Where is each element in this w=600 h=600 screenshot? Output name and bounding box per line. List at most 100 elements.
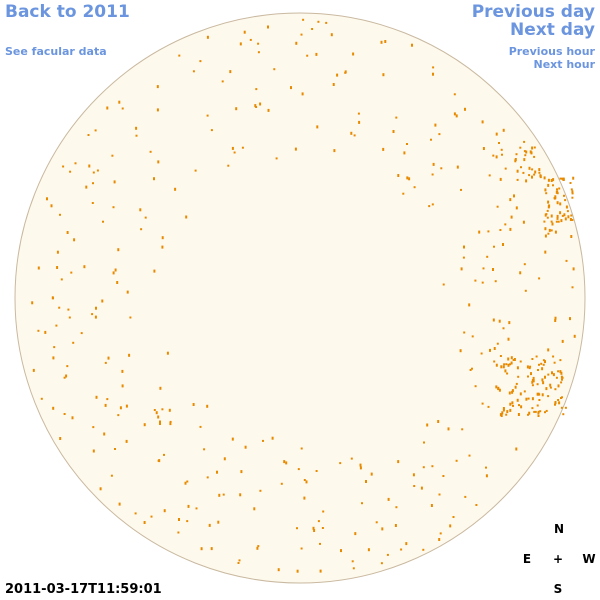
- facula: [239, 42, 242, 46]
- facula: [106, 398, 109, 401]
- facula: [169, 420, 172, 423]
- previous-hour-link[interactable]: Previous hour: [508, 45, 595, 58]
- facula: [237, 562, 240, 564]
- facula: [542, 381, 545, 385]
- facula: [365, 480, 367, 483]
- facula: [216, 470, 218, 474]
- facula: [562, 413, 565, 416]
- facula: [547, 395, 550, 398]
- facula: [556, 188, 558, 191]
- facula: [222, 493, 225, 496]
- facula: [542, 363, 545, 366]
- facula: [528, 166, 531, 170]
- facula: [570, 214, 573, 217]
- next-hour-link[interactable]: Next hour: [533, 58, 596, 71]
- facula: [65, 374, 68, 378]
- facula: [520, 405, 523, 409]
- facular-link[interactable]: See facular data: [5, 45, 107, 58]
- facula: [121, 107, 124, 110]
- facula: [319, 569, 322, 573]
- facula: [111, 154, 114, 157]
- facula: [487, 405, 490, 408]
- facula: [295, 41, 298, 45]
- previous-day-link[interactable]: Previous day: [471, 2, 595, 22]
- facula: [553, 197, 556, 200]
- facula: [163, 509, 166, 513]
- facula: [257, 51, 260, 54]
- facula: [482, 147, 485, 150]
- facula: [382, 73, 385, 77]
- facula: [63, 413, 66, 415]
- facula: [144, 216, 147, 219]
- facula: [285, 461, 288, 465]
- facula: [497, 386, 500, 390]
- facula: [550, 179, 553, 182]
- next-day-link[interactable]: Next day: [510, 20, 595, 40]
- facula: [534, 170, 537, 174]
- facula: [119, 406, 122, 410]
- facula: [480, 352, 483, 355]
- solar-disk: [14, 12, 586, 584]
- facula: [562, 177, 565, 180]
- facula: [322, 510, 325, 513]
- facula: [492, 268, 494, 271]
- facula: [192, 403, 195, 406]
- facula: [504, 223, 507, 226]
- facula: [531, 407, 534, 410]
- facula: [544, 411, 546, 414]
- facula: [157, 415, 160, 419]
- facula: [545, 387, 548, 391]
- facula: [528, 411, 531, 415]
- facula: [523, 150, 526, 153]
- facula: [482, 267, 485, 270]
- facula: [492, 154, 495, 157]
- facula: [50, 204, 53, 208]
- facula: [210, 129, 213, 132]
- facula: [117, 248, 120, 252]
- facula: [92, 426, 95, 429]
- facula: [187, 504, 190, 508]
- facula: [519, 392, 522, 396]
- facula: [174, 187, 177, 191]
- facula: [555, 376, 558, 379]
- facula: [431, 465, 434, 468]
- facula: [541, 378, 544, 382]
- facula: [381, 527, 384, 531]
- facula: [332, 83, 335, 86]
- facula: [178, 54, 181, 57]
- facula: [94, 129, 97, 132]
- facula: [543, 220, 546, 223]
- facula: [481, 120, 484, 124]
- facula: [112, 206, 115, 209]
- facula: [156, 108, 159, 112]
- facula: [159, 420, 161, 424]
- facula: [522, 220, 525, 224]
- facula: [221, 80, 224, 83]
- facula: [277, 568, 280, 572]
- facula: [549, 386, 552, 389]
- facula: [192, 70, 195, 73]
- facula: [91, 313, 94, 316]
- facula: [92, 182, 94, 185]
- facula: [537, 369, 539, 371]
- facula: [507, 357, 510, 361]
- facula: [155, 411, 158, 415]
- facula: [357, 112, 360, 115]
- facula: [529, 365, 532, 368]
- facula: [518, 404, 520, 407]
- facula: [330, 33, 333, 37]
- facula: [92, 171, 95, 174]
- facula: [564, 199, 567, 202]
- facula: [515, 382, 518, 385]
- facula: [231, 437, 234, 441]
- facula: [402, 192, 405, 195]
- facula: [114, 268, 117, 272]
- facula: [531, 175, 533, 179]
- facula: [537, 415, 540, 417]
- facula: [534, 410, 537, 413]
- facula: [510, 361, 513, 365]
- facula: [107, 356, 110, 360]
- facula: [352, 52, 355, 56]
- back-link[interactable]: Back to 2011: [5, 2, 130, 22]
- facula: [449, 524, 452, 528]
